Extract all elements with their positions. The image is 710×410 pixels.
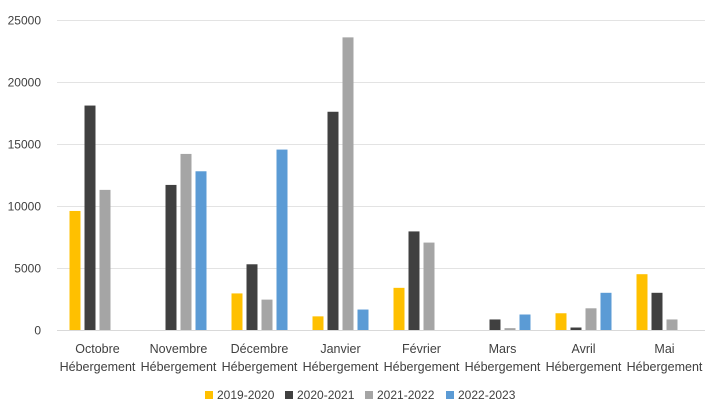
bar-2020-2021-1 xyxy=(165,184,177,330)
bar-2020-2021-5 xyxy=(489,319,501,330)
y-tick-label: 20000 xyxy=(8,76,42,90)
legend-label: 2019-2020 xyxy=(217,388,275,402)
bar-2022-2023-5 xyxy=(519,314,531,330)
bar-2019-2020-4 xyxy=(393,287,405,330)
bar-2022-2023-3 xyxy=(357,309,369,330)
legend-item: 2021-2022 xyxy=(365,388,435,402)
bar-2021-2022-0 xyxy=(99,189,111,330)
y-tick-label: 10000 xyxy=(8,200,42,214)
bar-2021-2022-2 xyxy=(261,299,273,330)
y-axis-ticks: 0 5000 10000 15000 20000 25000 xyxy=(8,14,42,338)
legend-label: 2022-2023 xyxy=(458,388,516,402)
legend-item: 2019-2020 xyxy=(205,388,275,402)
legend-swatch xyxy=(205,391,213,399)
x-tick-label: Mars Hébergement xyxy=(465,342,541,374)
x-tick-label: Octobre Hébergement xyxy=(60,342,136,374)
legend-swatch xyxy=(446,391,454,399)
bar-2020-2021-0 xyxy=(84,105,96,330)
bar-2020-2021-7 xyxy=(651,292,663,330)
x-tick-label: Mai Hébergement xyxy=(627,342,703,374)
y-tick-label: 15000 xyxy=(8,138,42,152)
bar-2022-2023-1 xyxy=(195,171,207,330)
legend-label: 2021-2022 xyxy=(377,388,435,402)
bars xyxy=(69,37,678,331)
x-tick-label: Avril Hébergement xyxy=(546,342,622,374)
bar-2021-2022-4 xyxy=(423,242,435,330)
y-tick-label: 5000 xyxy=(14,262,41,276)
legend-item: 2022-2023 xyxy=(446,388,516,402)
legend-label: 2020-2021 xyxy=(297,388,355,402)
bar-2022-2023-6 xyxy=(600,292,612,330)
bar-2019-2020-2 xyxy=(231,293,243,330)
y-tick-label: 25000 xyxy=(8,14,42,28)
bar-2021-2022-7 xyxy=(666,319,678,330)
legend-swatch xyxy=(285,391,293,399)
bar-2019-2020-0 xyxy=(69,210,81,330)
bar-2021-2022-6 xyxy=(585,308,597,330)
x-tick-label: Décembre Hébergement xyxy=(222,342,298,374)
legend-swatch xyxy=(365,391,373,399)
bar-2020-2021-4 xyxy=(408,231,420,330)
bar-2022-2023-2 xyxy=(276,149,288,330)
y-tick-label: 0 xyxy=(34,324,41,338)
legend-item: 2020-2021 xyxy=(285,388,355,402)
bar-2020-2021-6 xyxy=(570,327,582,330)
bar-2021-2022-3 xyxy=(342,37,354,331)
bar-2019-2020-6 xyxy=(555,313,567,330)
bar-2021-2022-1 xyxy=(180,153,192,330)
x-tick-label: Janvier Hébergement xyxy=(303,342,379,374)
bar-2020-2021-3 xyxy=(327,111,339,330)
x-tick-label: Février Hébergement xyxy=(384,342,460,374)
bar-2019-2020-3 xyxy=(312,316,324,330)
legend: 2019-2020 2020-2021 2021-2022 2022-2023 xyxy=(205,388,516,402)
bar-2019-2020-7 xyxy=(636,274,648,330)
x-tick-label: Novembre Hébergement xyxy=(141,342,217,374)
gridlines xyxy=(57,20,705,331)
bar-2021-2022-5 xyxy=(504,328,516,330)
bar-2020-2021-2 xyxy=(246,264,258,330)
